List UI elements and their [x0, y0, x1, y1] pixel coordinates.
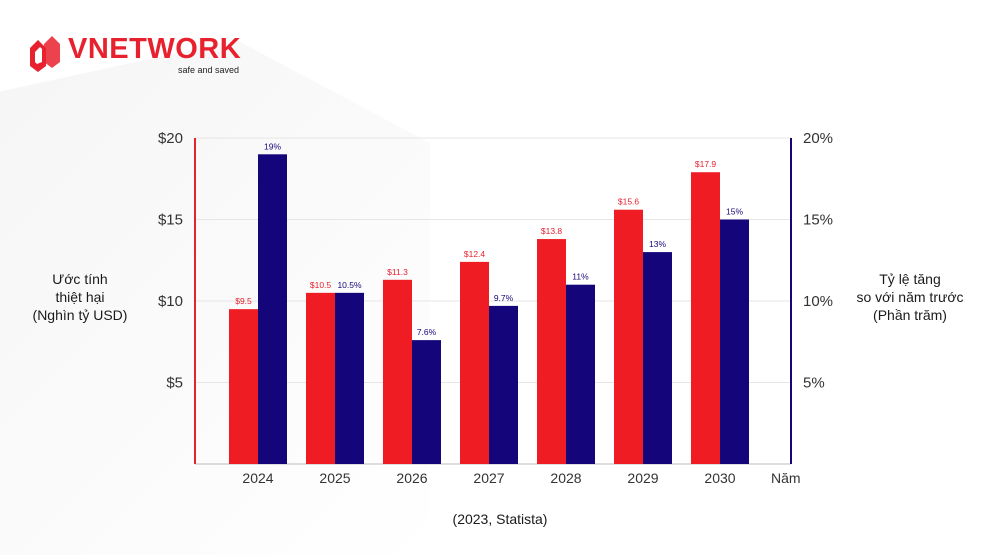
data-label-growth: 7.6% [417, 327, 437, 337]
right-axis-title: Tỷ lệ tăng so với năm trước (Phần trăm) [840, 270, 980, 324]
bar-growth [489, 305, 518, 464]
data-label-damage: $9.5 [235, 296, 252, 306]
x-tick-label: 2030 [704, 470, 735, 486]
right-axis-title-line: Tỷ lệ tăng [879, 271, 941, 287]
brand-name: VNETWORK [68, 33, 242, 65]
bar-growth [258, 154, 287, 465]
source-note: (2023, Statista) [452, 511, 548, 527]
data-label-damage: $13.8 [541, 226, 563, 236]
brand-logo: VNETWORK safe and saved [28, 33, 258, 76]
bar-damage [229, 309, 258, 464]
vnetwork-logo-icon [30, 36, 60, 72]
bar-damage [614, 209, 643, 464]
data-label-damage: $12.4 [464, 249, 486, 259]
data-label-growth: 11% [572, 272, 589, 282]
bar-damage [691, 172, 720, 465]
x-axis-title: Năm [771, 470, 801, 486]
bar-damage [306, 292, 335, 464]
x-tick-label: 2026 [396, 470, 427, 486]
left-axis-title: Ước tính thiệt hại (Nghìn tỷ USD) [20, 270, 140, 324]
right-tick-label: 10% [803, 293, 833, 310]
bar-damage [460, 261, 489, 464]
bar-growth [566, 284, 595, 464]
right-tick-label: 15% [803, 212, 833, 229]
x-tick-label: 2024 [242, 470, 273, 486]
right-axis-title-line: so với năm trước [856, 289, 964, 305]
right-tick-label: 5% [803, 375, 825, 392]
right-axis-title-line: (Phần trăm) [873, 307, 947, 323]
data-label-growth: 15% [726, 207, 743, 217]
data-label-growth: 10.5% [337, 280, 362, 290]
left-axis-title-line: thiệt hại [55, 289, 105, 305]
data-label-damage: $17.9 [695, 159, 717, 169]
left-axis-title-line: Ước tính [52, 271, 108, 287]
x-tick-label: 2025 [319, 470, 350, 486]
x-tick-label: 2028 [550, 470, 581, 486]
bar-growth [720, 219, 749, 464]
right-tick-label: 20% [803, 130, 833, 147]
data-label-growth: 9.7% [494, 293, 514, 303]
left-tick-label: $10 [158, 293, 183, 310]
data-label-growth: 19% [264, 141, 281, 151]
x-tick-label: 2027 [473, 470, 504, 486]
left-axis-title-line: (Nghìn tỷ USD) [32, 307, 128, 323]
left-tick-label: $5 [166, 375, 183, 392]
bar-growth [335, 292, 364, 464]
data-label-growth: 13% [649, 239, 666, 249]
bar-growth [643, 252, 672, 464]
brand-tagline: safe and saved [178, 65, 240, 75]
data-label-damage: $11.3 [387, 267, 408, 277]
left-tick-label: $20 [158, 130, 183, 147]
data-label-damage: $15.6 [618, 197, 640, 207]
bar-damage [383, 279, 412, 464]
left-tick-label: $15 [158, 212, 183, 229]
bar-growth [412, 340, 441, 464]
data-label-damage: $10.5 [310, 280, 332, 290]
bar-damage [537, 239, 566, 464]
x-tick-label: 2029 [627, 470, 658, 486]
